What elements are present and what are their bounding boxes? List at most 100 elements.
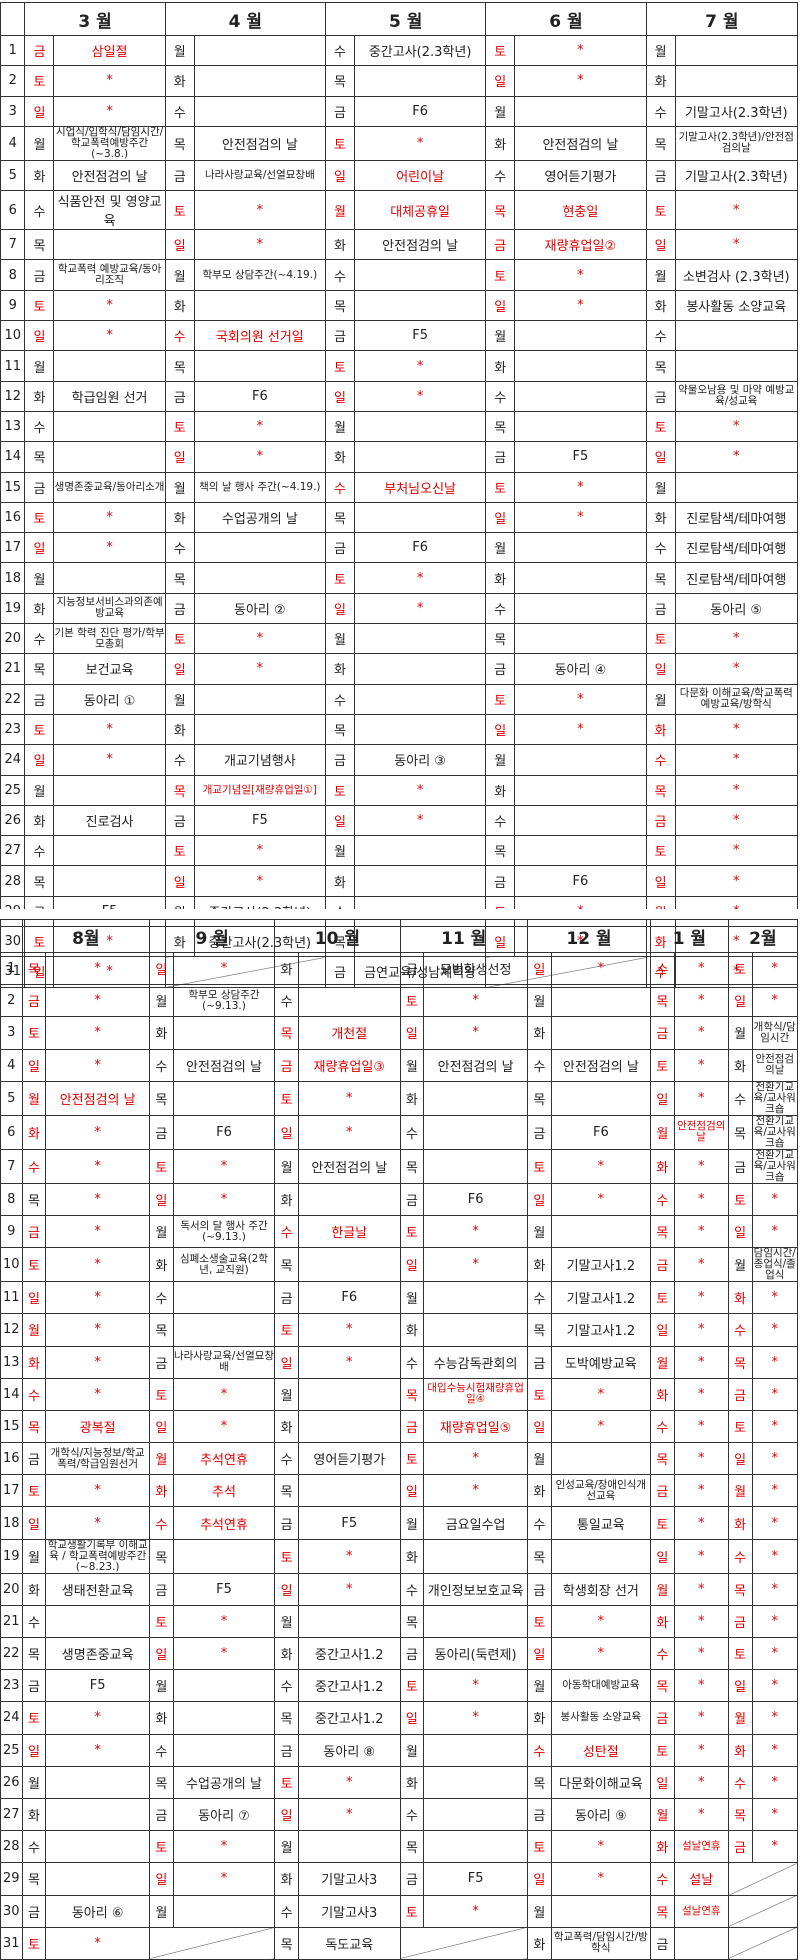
weekday-cell: 목 [526,1080,552,1116]
event-cell: 중간고사1.2 [298,1636,401,1671]
weekday-cell: 화 [21,1797,47,1832]
month-header: 11 월 [399,919,528,953]
event-cell: 수업공개의 날 [172,1765,276,1799]
event-cell [423,1797,528,1832]
event-cell: 소변검사 (2.3학년) [674,259,799,291]
day-row: 2 토 * 화 목 일 * 화 [0,65,799,97]
event-cell [514,380,647,412]
weekday-cell: 토 [399,984,425,1018]
weekday-cell: 목 [149,1538,174,1574]
event-cell: * [751,1377,799,1411]
event-cell [423,1538,528,1574]
weekday-cell: 월 [485,95,516,127]
weekday-cell: 일 [149,1862,174,1896]
event-cell: 금요일수업 [423,1506,528,1540]
day-number: 1 [0,951,23,986]
event-cell: * [673,1345,729,1379]
weekday-cell: 일 [526,1636,552,1671]
weekday-cell: 목 [485,190,516,231]
weekday-cell: 화 [399,1538,425,1574]
weekday-cell: 금 [485,441,516,473]
event-cell: * [751,1506,799,1540]
calendar-body: 1 금 삼일절 월 수 중간고사(2.3학년) 토 * 월 2 토 * 화 목 일 * 화 3 일 * 수 금 F6 월 수 기말… [0,34,799,988]
event-cell: 학부모 상담주간(~4.19.) [193,259,327,291]
weekday-cell: 목 [399,1830,425,1864]
empty-date-cell [727,1862,799,1896]
event-cell: * [550,1862,652,1896]
empty-date-cell [727,1926,799,1960]
event-cell [674,320,799,352]
weekday-cell: 월 [24,350,55,382]
event-cell: * [550,1182,652,1216]
day-row: 25 일 * 수 금 동아리 ⑧ 월 수 성탄절 토 * 화 * [0,1733,799,1767]
event-cell [550,1016,652,1050]
day-number: 12 [0,1313,23,1347]
weekday-cell: 일 [164,653,195,685]
month-header: 5 월 [325,2,487,36]
weekday-cell: 목 [24,865,55,897]
weekday-cell: 화 [325,441,355,473]
weekday-cell: 목 [24,229,55,261]
weekday-cell: 금 [21,1669,47,1703]
event-cell [193,289,327,322]
day-row: 21 목 보건교육 일 * 화 금 동아리 ④ 일 * [0,653,799,685]
event-cell: * [353,562,487,594]
event-cell: 개교기념일[재량휴업일①] [193,774,327,806]
weekday-cell: 일 [650,1080,675,1116]
event-cell: * [423,1016,528,1050]
weekday-cell: 화 [399,1080,425,1116]
event-cell: * [53,95,166,127]
section-gap [0,909,800,919]
event-cell: 중간고사(2.3학년) [353,34,487,67]
event-cell: * [673,1214,729,1249]
event-cell: * [673,1182,729,1216]
weekday-cell: 화 [21,1114,47,1150]
weekday-cell: 수 [650,1636,675,1671]
event-cell: * [751,1572,799,1606]
event-cell: 한글날 [298,1214,401,1249]
day-number: 12 [0,380,26,412]
weekday-cell: 목 [164,774,195,806]
weekday-cell: 화 [526,1926,552,1960]
event-cell: * [673,1148,729,1184]
weekday-cell: 금 [727,1604,753,1639]
weekday-cell: 월 [727,1016,753,1050]
month-header: 10 월 [274,919,401,953]
event-cell: * [298,1345,401,1379]
day-row: 28 수 토 * 월 목 토 * 화 설날연휴 금 * [0,1830,799,1864]
weekday-cell: 금 [24,259,55,291]
weekday-cell: 목 [645,562,676,594]
weekday-cell: 월 [274,1830,300,1864]
weekday-cell: 월 [727,1701,753,1735]
event-cell: * [298,1114,401,1150]
weekday-cell: 일 [274,1345,300,1379]
event-cell: 추석연휴 [172,1442,276,1476]
day-row: 23 금 F5 월 수 중간고사1.2 토 * 월 아동학대예방교육 목 * 일 * [0,1669,799,1703]
day-number: 22 [0,1636,23,1671]
weekday-cell: 수 [645,532,676,564]
event-cell [423,1114,528,1150]
event-cell: 학부모 상담주간(~9.13.) [172,984,276,1018]
day-row: 17 토 * 화 추석 목 일 * 화 인성교육/장애인식개선교육 금 * 월 * [0,1474,799,1508]
event-cell: * [751,984,799,1018]
corner-cell [0,2,26,36]
event-cell: 영어듣기평가 [514,159,647,192]
day-row: 16 토 * 화 수업공개의 날 목 일 * 화 진로탐색/테마여행 [0,501,799,534]
day-number: 6 [0,190,26,231]
day-number: 16 [0,501,26,534]
weekday-cell: 금 [645,592,676,625]
weekday-cell: 토 [526,1830,552,1864]
weekday-cell: 목 [21,951,47,986]
event-cell: 기말고사(2.3학년)/안전점검의날 [674,125,799,161]
weekday-cell: 수 [650,1409,675,1444]
event-cell: * [353,125,487,161]
weekday-cell: 일 [526,1182,552,1216]
event-cell: 생명존중교육 [45,1636,150,1671]
weekday-cell: 일 [645,653,676,685]
weekday-cell: 일 [274,1114,300,1150]
event-cell [423,1733,528,1767]
event-cell [423,1148,528,1184]
weekday-cell: 월 [325,623,355,655]
